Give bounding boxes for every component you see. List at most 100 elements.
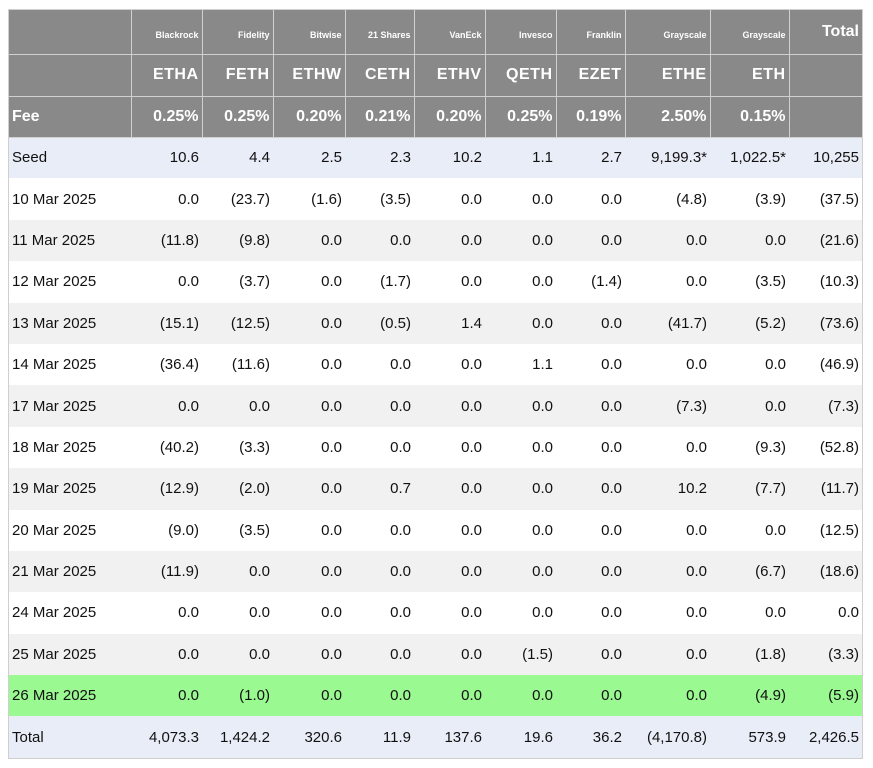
flow-cell: 0.0 — [345, 426, 414, 469]
flow-cell: 0.0 — [273, 261, 345, 303]
flow-cell: 0.0 — [625, 343, 710, 386]
issuer-name: Franklin — [556, 10, 626, 55]
flow-cell: 0.0 — [345, 675, 414, 717]
table-row: 20 Mar 2025 (9.0) (3.5) 0.0 0.0 0.0 0.0 0.0 0.0 0… — [9, 509, 862, 551]
row-total-cell: (12.5) — [789, 509, 862, 551]
flow-cell: 0.0 — [556, 633, 625, 676]
table-row: 18 Mar 2025 (40.2) (3.3) 0.0 0.0 0.0 0.0 0.0 0.0… — [9, 426, 862, 469]
flow-cell: (11.6) — [202, 343, 273, 386]
flow-cell: 2.3 — [345, 137, 414, 179]
flow-cell: 19.6 — [485, 716, 556, 758]
flow-cell: 0.0 — [710, 509, 789, 551]
table-row: 19 Mar 2025 (12.9) (2.0) 0.0 0.7 0.0 0.0 0.0 10.… — [9, 468, 862, 510]
flow-cell: (3.5) — [345, 178, 414, 220]
issuer-name: Invesco — [485, 10, 557, 55]
flow-cell: 0.0 — [345, 550, 414, 593]
flow-cell: 0.0 — [556, 178, 625, 220]
flow-cell: (12.9) — [131, 468, 202, 510]
flow-cell: (5.2) — [710, 302, 789, 344]
row-label: 10 Mar 2025 — [9, 178, 131, 220]
flow-cell: 0.0 — [273, 468, 345, 510]
fee-value: 0.15% — [710, 96, 790, 138]
fee-header-row: Fee 0.25% 0.25% 0.20% 0.21% 0.20% 0.25% … — [9, 96, 862, 138]
flow-cell: 0.0 — [625, 261, 710, 303]
flow-cell: 0.0 — [273, 550, 345, 593]
flow-cell: 0.0 — [485, 261, 556, 303]
flow-cell: (2.0) — [202, 468, 273, 510]
flow-cell: 0.0 — [345, 385, 414, 427]
flow-cell: 0.0 — [556, 302, 625, 344]
flow-cell: 9,199.3* — [625, 137, 710, 179]
row-label: 24 Mar 2025 — [9, 592, 131, 634]
fee-value: 0.25% — [485, 96, 557, 138]
flow-cell: 0.0 — [273, 592, 345, 634]
row-total-cell: (11.7) — [789, 468, 862, 510]
flow-cell: 0.0 — [273, 633, 345, 676]
flow-cell: (15.1) — [131, 302, 202, 344]
flow-cell: (11.8) — [131, 219, 202, 262]
flow-cell: 2.7 — [556, 137, 625, 179]
flow-cell: 0.0 — [485, 468, 556, 510]
flow-cell: (9.8) — [202, 219, 273, 262]
flow-cell: 0.0 — [710, 343, 789, 386]
issuer-name: Blackrock — [131, 10, 203, 55]
flow-cell: (1.8) — [710, 633, 789, 676]
flow-cell: (1.6) — [273, 178, 345, 220]
issuer-name: Fidelity — [202, 10, 274, 55]
fee-value: 0.25% — [202, 96, 274, 138]
flow-cell: 0.0 — [485, 426, 556, 469]
table-row: 17 Mar 2025 0.0 0.0 0.0 0.0 0.0 0.0 0.0 (7.3) 0.0… — [9, 385, 862, 427]
row-label: 18 Mar 2025 — [9, 426, 131, 469]
row-label: 14 Mar 2025 — [9, 343, 131, 386]
flow-cell: 0.0 — [414, 509, 485, 551]
flow-cell: (7.3) — [625, 385, 710, 427]
table-row: 21 Mar 2025 (11.9) 0.0 0.0 0.0 0.0 0.0 0.0 0.0 (6… — [9, 550, 862, 593]
flow-cell: 0.0 — [625, 675, 710, 717]
flow-cell: (4,170.8) — [625, 716, 710, 758]
flow-cell: (12.5) — [202, 302, 273, 344]
table-row: 24 Mar 2025 0.0 0.0 0.0 0.0 0.0 0.0 0.0 0.0 0.0 0.… — [9, 592, 862, 634]
flow-cell: 0.0 — [131, 178, 202, 220]
flow-cell: (6.7) — [710, 550, 789, 593]
fee-label: Fee — [9, 96, 132, 138]
flow-cell: (9.0) — [131, 509, 202, 551]
flow-cell: 1.1 — [485, 343, 556, 386]
flow-cell: 1,022.5* — [710, 137, 789, 179]
ticker: ETHW — [273, 54, 346, 97]
row-total-cell: (37.5) — [789, 178, 862, 220]
flow-cell: 0.0 — [556, 426, 625, 469]
row-total-cell: (18.6) — [789, 550, 862, 593]
flow-cell: 0.0 — [485, 509, 556, 551]
flow-cell: 137.6 — [414, 716, 485, 758]
flow-cell: (3.5) — [710, 261, 789, 303]
flow-cell: 0.0 — [556, 343, 625, 386]
flow-cell: (1.4) — [556, 261, 625, 303]
header-blank — [789, 54, 862, 97]
row-total-cell: (3.3) — [789, 633, 862, 676]
table-row: 26 Mar 2025 0.0 (1.0) 0.0 0.0 0.0 0.0 0.0 0.0 (4.… — [9, 675, 862, 717]
fee-value: 0.25% — [131, 96, 203, 138]
row-total-cell: 2,426.5 — [789, 716, 862, 758]
flow-cell: 10.2 — [414, 137, 485, 179]
flow-cell: 1,424.2 — [202, 716, 273, 758]
fee-value: 0.19% — [556, 96, 626, 138]
flow-cell: 0.0 — [414, 426, 485, 469]
flow-cell: 0.0 — [414, 675, 485, 717]
flow-cell: 0.0 — [414, 261, 485, 303]
ticker: ETHA — [131, 54, 203, 97]
flow-cell: 0.0 — [556, 385, 625, 427]
flow-cell: (36.4) — [131, 343, 202, 386]
fee-value: 2.50% — [625, 96, 711, 138]
flow-cell: 0.0 — [625, 633, 710, 676]
flow-cell: 573.9 — [710, 716, 789, 758]
flow-cell: 0.0 — [414, 343, 485, 386]
row-label: 11 Mar 2025 — [9, 219, 131, 262]
issuer-header-row: Blackrock Fidelity Bitwise 21 Shares Van… — [9, 10, 862, 55]
row-total-cell: (21.6) — [789, 219, 862, 262]
flow-cell: 0.0 — [273, 426, 345, 469]
flow-cell: 0.0 — [710, 592, 789, 634]
flow-cell: 0.0 — [273, 385, 345, 427]
flow-cell: 0.0 — [556, 468, 625, 510]
flow-cell: 0.0 — [710, 219, 789, 262]
table-row: 14 Mar 2025 (36.4) (11.6) 0.0 0.0 0.0 1.1 0.0 0.… — [9, 343, 862, 386]
